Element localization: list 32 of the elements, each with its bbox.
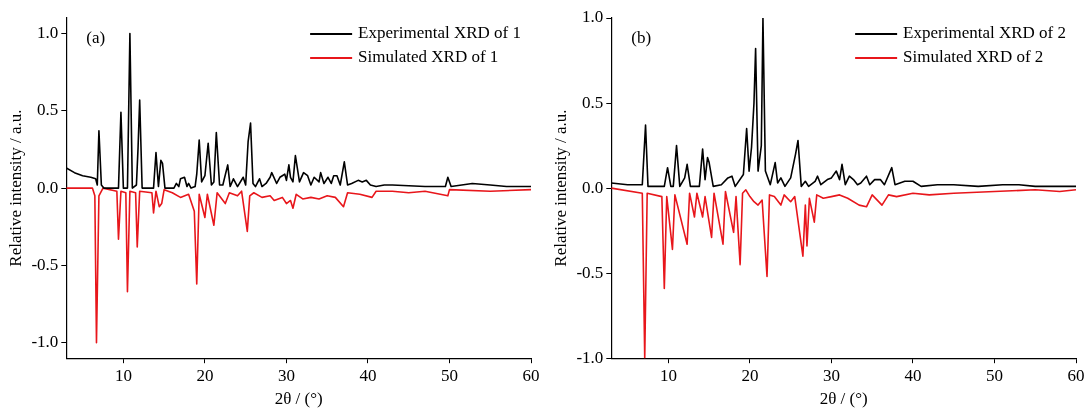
annotation: (b) (631, 27, 652, 47)
x-tick-label: 60 (522, 365, 540, 385)
x-tick-label: 30 (277, 365, 295, 385)
x-tick-label: 10 (114, 365, 132, 385)
y-tick-label: 0.0 (582, 177, 604, 197)
x-tick-label: 50 (440, 365, 458, 385)
y-tick-label: 1.0 (37, 22, 59, 42)
x-tick-label: 60 (1067, 365, 1085, 385)
y-tick-label: 0.5 (582, 92, 604, 112)
y-tick-label: -0.5 (31, 254, 59, 274)
y-tick-label: -0.5 (576, 262, 604, 282)
x-tick-label: 40 (359, 365, 377, 385)
x-tick-label: 40 (904, 365, 922, 385)
y-tick-label: 0.5 (37, 100, 59, 120)
x-tick-label: 20 (741, 365, 759, 385)
y-axis-title: Relative intensity / a.u. (550, 109, 570, 267)
y-tick-label: 1.0 (582, 7, 604, 27)
legend-label: Experimental XRD of 1 (358, 23, 522, 43)
legend-label: Simulated XRD of 1 (358, 47, 499, 67)
y-tick-label: -1.0 (31, 332, 59, 352)
x-axis-title: 2θ / (°) (819, 389, 868, 409)
x-tick-label: 50 (985, 365, 1003, 385)
x-axis-title: 2θ / (°) (274, 389, 323, 409)
legend-label: Simulated XRD of 2 (903, 47, 1044, 67)
x-tick-label: 20 (196, 365, 214, 385)
y-tick-label: 0.0 (37, 177, 59, 197)
y-tick-label: -1.0 (576, 347, 604, 367)
x-tick-label: 10 (659, 365, 677, 385)
annotation: (a) (86, 27, 106, 47)
legend-label: Experimental XRD of 2 (903, 23, 1067, 43)
y-axis-title: Relative intensity / a.u. (5, 109, 25, 267)
x-tick-label: 30 (822, 365, 840, 385)
